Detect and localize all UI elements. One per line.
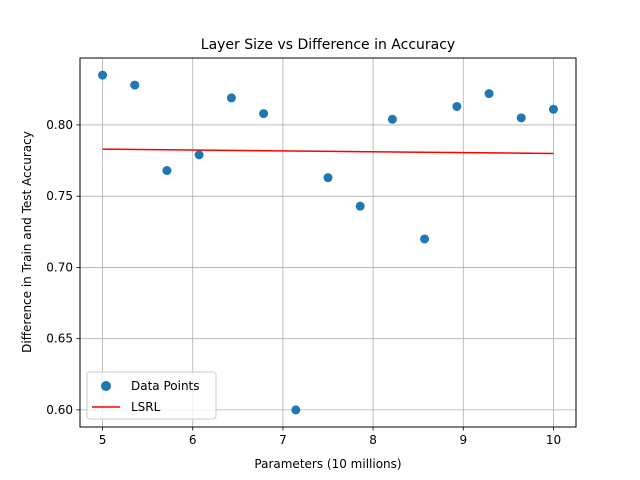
legend: Data Points LSRL	[86, 371, 217, 420]
y-tick-label: 0.80	[46, 118, 73, 132]
data-point	[162, 166, 172, 176]
y-axis-label: Difference in Train and Test Accuracy	[20, 131, 34, 353]
x-tick-label: 10	[546, 433, 561, 447]
plot-frame	[79, 57, 577, 428]
grid-lines	[80, 58, 576, 427]
x-tick-label: 9	[459, 433, 467, 447]
data-point	[452, 101, 462, 111]
data-point	[130, 80, 140, 90]
data-points	[98, 70, 558, 415]
data-point	[387, 114, 397, 124]
data-point	[194, 150, 204, 160]
data-point	[548, 104, 558, 114]
axis-ticks: 5 6 7 8 9 10 0.60 0.65 0.70 0.75 0.80	[46, 118, 561, 447]
legend-label-data-points: Data Points	[131, 379, 200, 393]
x-tick-label: 7	[279, 433, 287, 447]
x-tick-label: 5	[99, 433, 107, 447]
x-tick-label: 8	[369, 433, 377, 447]
data-point	[226, 93, 236, 103]
data-point	[420, 234, 430, 244]
chart-title: Layer Size vs Difference in Accuracy	[201, 37, 455, 53]
data-point	[98, 70, 108, 80]
legend-marker-data-points	[101, 381, 111, 391]
series-lines	[102, 148, 554, 155]
y-tick-label: 0.60	[46, 403, 73, 417]
x-tick-label: 6	[189, 433, 197, 447]
data-point	[516, 113, 526, 123]
x-axis-label: Parameters (10 millions)	[254, 457, 401, 471]
data-point	[323, 173, 333, 183]
data-point	[484, 89, 494, 99]
data-point	[291, 405, 301, 415]
series-line-lsrl	[102, 148, 554, 155]
y-tick-label: 0.75	[46, 189, 73, 203]
data-point	[355, 201, 365, 211]
legend-label-lsrl: LSRL	[131, 400, 161, 414]
y-tick-label: 0.65	[46, 332, 73, 346]
data-point	[259, 109, 269, 119]
y-tick-label: 0.70	[46, 260, 73, 274]
